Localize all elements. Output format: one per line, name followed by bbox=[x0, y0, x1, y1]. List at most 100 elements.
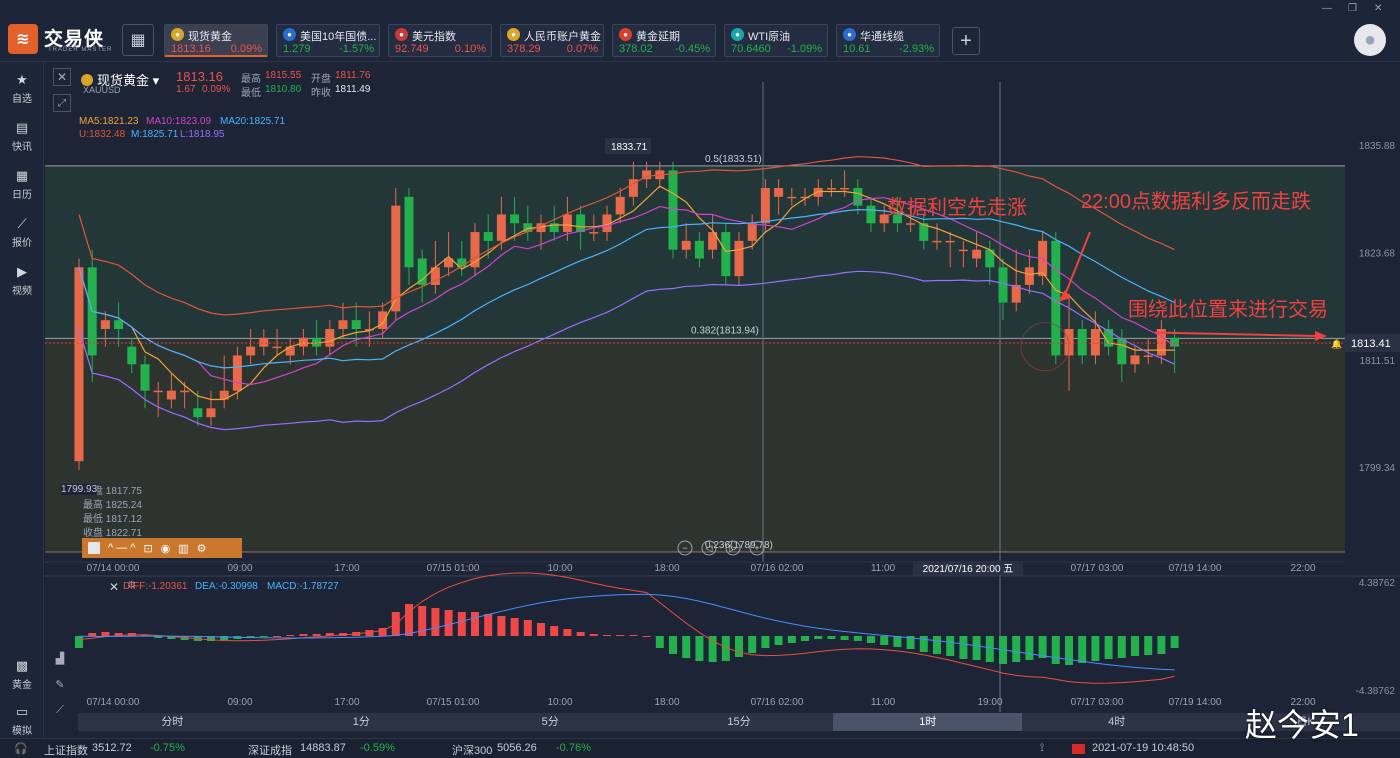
macd-histogram-bar bbox=[405, 604, 413, 636]
bar-high: 最高 1825.24 bbox=[83, 500, 142, 511]
restore-button[interactable]: ❐ bbox=[1348, 3, 1357, 14]
sidebar-item[interactable]: ⟋ 报价 bbox=[0, 216, 44, 249]
candle-body bbox=[510, 214, 520, 224]
timeframe-tab[interactable]: 1分 bbox=[352, 716, 370, 728]
macd-time-axis-label: 18:00 bbox=[654, 697, 679, 708]
kline-chart-svg[interactable]: 0.5(1833.51) 0.382(1813.94) 0.236(1789.78)… bbox=[45, 62, 1400, 738]
sidebar-item[interactable]: ▤ 快讯 bbox=[0, 120, 44, 153]
candle-body bbox=[457, 258, 467, 268]
macd-histogram-bar bbox=[1038, 636, 1047, 658]
indicator-icon[interactable]: ▟ bbox=[55, 653, 65, 665]
macd-histogram-bar bbox=[1065, 636, 1073, 665]
ticker-tab[interactable]: ● 黄金延期 378.02 -0.45% bbox=[612, 24, 716, 57]
candle-body bbox=[140, 364, 150, 391]
candle-body bbox=[998, 267, 1008, 303]
sidebar-item[interactable]: ▶ 视频 bbox=[0, 264, 44, 297]
candle-body bbox=[589, 232, 599, 234]
add-ticker-button[interactable]: + bbox=[952, 27, 980, 55]
zoom-control bbox=[725, 540, 741, 556]
sidebar-item-label: 黄金 bbox=[12, 680, 32, 691]
candle-body bbox=[1011, 284, 1021, 303]
macd-histogram-bar bbox=[787, 636, 796, 643]
candle-body bbox=[483, 232, 493, 241]
macd-dea-line bbox=[78, 593, 1175, 671]
timeframe-tab[interactable]: 15分 bbox=[727, 716, 751, 728]
line-style-button[interactable]: ^ — ^ bbox=[108, 542, 136, 554]
timeframe-tab[interactable]: 1时 bbox=[833, 713, 1023, 731]
gold-icon: ● bbox=[507, 28, 520, 41]
gear-icon[interactable]: ⚙ bbox=[196, 542, 207, 555]
ticker-tab[interactable]: ● 美国10年国债... 1.279 -1.57% bbox=[276, 24, 380, 57]
headset-icon[interactable]: 🎧 bbox=[14, 743, 28, 755]
fib-label-mid: 0.382(1813.94) bbox=[691, 325, 759, 336]
sidebar-item[interactable]: ▩ 黄金 bbox=[0, 658, 44, 691]
symbol-name[interactable]: 现货黄金 ▾ bbox=[81, 70, 159, 89]
candle-body bbox=[602, 214, 612, 233]
timeframe-tab[interactable]: 4时 bbox=[1108, 716, 1126, 728]
boll-mid-label: M:1825.71 bbox=[131, 129, 179, 140]
candle-body bbox=[1170, 337, 1180, 347]
ticker-tab[interactable]: ● 美元指数 92.749 0.10% bbox=[388, 24, 492, 57]
eye-icon[interactable]: ◉ bbox=[160, 542, 171, 555]
expand-chart-button[interactable]: ⤢ bbox=[53, 94, 71, 112]
candle-body bbox=[351, 320, 361, 329]
sidebar-item[interactable]: ★ 自选 bbox=[0, 72, 44, 105]
macd-histogram-bar bbox=[484, 614, 493, 636]
high-label: 最高 bbox=[241, 74, 261, 85]
annotation-arrow-down bbox=[1062, 231, 1091, 301]
macd-histogram-bar bbox=[1117, 636, 1126, 658]
ticker-tab[interactable]: ● 现货黄金 1813.16 0.09% bbox=[164, 24, 268, 57]
ticker-change: 0.10% bbox=[454, 43, 486, 55]
macd-histogram-bar bbox=[154, 636, 163, 638]
low-label: 最低 bbox=[241, 88, 261, 99]
close-window-button[interactable]: ✕ bbox=[1374, 3, 1383, 14]
timeframe-tab[interactable]: 5分 bbox=[541, 716, 559, 728]
sidebar-item[interactable]: ▦ 日历 bbox=[0, 168, 44, 201]
color-swatch[interactable] bbox=[88, 542, 100, 554]
candle-body bbox=[734, 240, 744, 277]
network-icon[interactable]: ⟟ bbox=[1040, 742, 1045, 754]
avatar[interactable]: ● bbox=[1354, 24, 1386, 56]
macd-settings-icon[interactable]: ⚙ bbox=[127, 580, 136, 591]
china-flag-icon bbox=[1072, 744, 1085, 754]
macd-histogram-bar bbox=[312, 634, 321, 636]
expand-icon: ⤢ bbox=[58, 97, 66, 109]
candle-body bbox=[259, 337, 269, 347]
candle-body bbox=[100, 320, 110, 329]
ticker-tab[interactable]: ● 人民币账户黄金 378.29 0.07% bbox=[500, 24, 604, 57]
crosshair-time: 2021/07/16 20:00 五 bbox=[923, 564, 1014, 575]
lock-icon[interactable]: ⊡ bbox=[143, 542, 153, 555]
macd-histogram-bar bbox=[220, 636, 229, 640]
ticker-tab[interactable]: ● WTI原油 70.6460 -1.09% bbox=[724, 24, 828, 57]
candle-body bbox=[364, 329, 374, 331]
macd-time-axis-label: 07/19 14:00 bbox=[1169, 697, 1222, 708]
timeframe-tab[interactable]: 日K bbox=[1296, 716, 1315, 728]
sh-index-label: 上证指数 bbox=[44, 745, 88, 757]
timeframe-tab[interactable]: 分时 bbox=[161, 716, 184, 728]
macd-histogram-bar bbox=[972, 636, 981, 660]
user-icon: ● bbox=[1363, 28, 1377, 51]
candle-body bbox=[747, 223, 757, 241]
macd-close-button[interactable]: ✕ bbox=[109, 580, 120, 594]
sh-index-value: 3512.72 bbox=[92, 742, 132, 754]
minimize-button[interactable]: — bbox=[1322, 3, 1332, 14]
ticker-tab[interactable]: ● 华通线缆 10.61 -2.93% bbox=[836, 24, 940, 57]
ticker-change: -2.93% bbox=[899, 43, 934, 55]
ticker-name: 美元指数 bbox=[412, 31, 456, 43]
close-chart-button[interactable]: ✕ bbox=[53, 68, 71, 86]
macd-histogram-bar bbox=[1144, 636, 1153, 655]
video-icon: ▶ bbox=[17, 264, 27, 279]
time-axis-label: 17:00 bbox=[334, 563, 359, 574]
trend-icon[interactable]: ⟋ bbox=[56, 704, 64, 716]
candle-body bbox=[523, 223, 533, 233]
timeframe-bar: 分时 1分 5分 15分 1时 4时 日K bbox=[78, 713, 1400, 731]
candle-body bbox=[206, 408, 216, 418]
sz-index-value: 14883.87 bbox=[300, 742, 346, 754]
trash-icon[interactable]: ▥ bbox=[178, 542, 189, 555]
candle-body bbox=[391, 205, 401, 312]
pen-icon[interactable]: ✎ bbox=[55, 679, 65, 691]
sidebar-item[interactable]: ▭ 模拟 bbox=[0, 704, 44, 737]
trader-master-logo[interactable]: ≋ bbox=[8, 24, 38, 54]
fib-zone-lower bbox=[45, 338, 1345, 552]
layout-grid-button[interactable]: ▦ bbox=[122, 24, 154, 56]
